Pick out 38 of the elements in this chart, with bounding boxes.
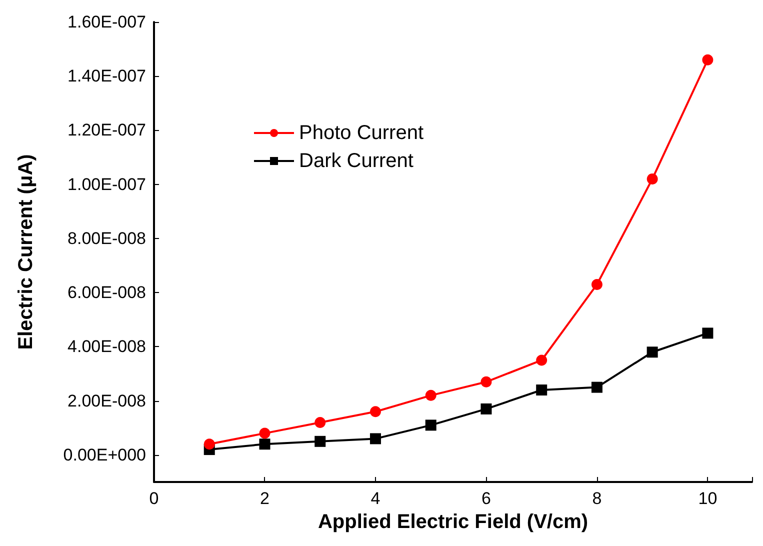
x-tick-label: 2	[260, 489, 270, 508]
point	[591, 382, 602, 393]
point	[646, 346, 658, 358]
y-tick-label: 1.60E-007	[68, 12, 146, 32]
point	[702, 328, 714, 339]
x-tick-label: 8	[592, 489, 602, 508]
point	[425, 390, 436, 401]
y-tick-label: 1.40E-007	[68, 66, 146, 86]
point	[370, 433, 381, 444]
point	[480, 376, 492, 388]
legend-label: Photo Current	[299, 122, 424, 144]
point	[536, 354, 548, 366]
y-tick-label: 4.00E-008	[68, 337, 146, 356]
y-axis-title: Electric Current (μA)	[15, 154, 37, 350]
point	[314, 416, 326, 428]
y-tick-label: 6.00E-008	[68, 283, 146, 302]
y-tick-label: 1.00E-007	[68, 174, 146, 194]
point	[259, 438, 270, 450]
y-tick-label: 2.00E-008	[68, 391, 146, 410]
point	[536, 384, 548, 396]
x-axis-title: Applied Electric Field (V/cm)	[318, 511, 588, 533]
point	[480, 403, 492, 414]
x-tick-label: 6	[481, 489, 491, 508]
legend-label: Dark Current	[299, 150, 414, 172]
point	[702, 54, 714, 66]
point	[314, 436, 326, 447]
x-tick-label: 10	[698, 489, 718, 508]
point	[425, 420, 436, 431]
point	[646, 173, 658, 184]
y-tick-label: 1.20E-007	[68, 120, 146, 140]
point	[370, 406, 381, 418]
point	[591, 278, 602, 290]
point	[204, 438, 215, 450]
y-tick-label: 0.00E+000	[63, 445, 146, 464]
x-tick-label: 4	[370, 489, 380, 508]
point	[259, 428, 270, 439]
y-tick-label: 8.00E-008	[68, 228, 146, 248]
x-tick-label: 0	[149, 489, 159, 508]
